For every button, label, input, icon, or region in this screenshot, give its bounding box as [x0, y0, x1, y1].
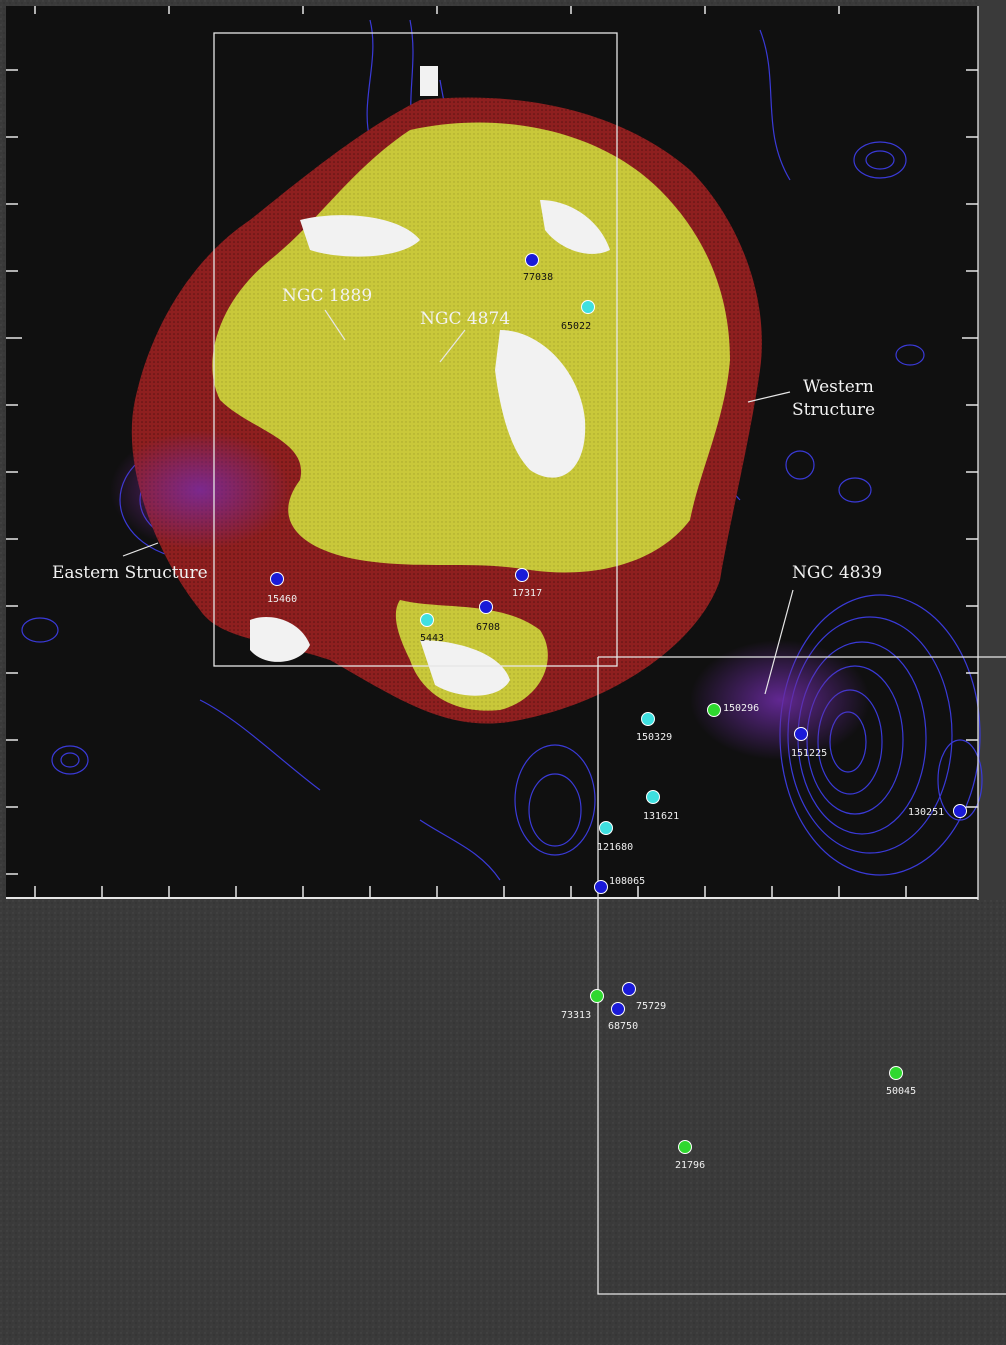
galaxy-dot: [953, 804, 967, 818]
galaxy-id: 21796: [675, 1160, 705, 1171]
galaxy-id: 50045: [886, 1086, 916, 1097]
label-western-structure-2: Structure: [792, 400, 875, 420]
galaxy-dot: [641, 712, 655, 726]
galaxy-id: 17317: [512, 588, 542, 599]
galaxy-dot: [590, 989, 604, 1003]
galaxy-markers: [270, 253, 967, 1154]
label-ngc4874: NGC 4874: [420, 309, 510, 329]
galaxy-id-labels: 77038 65022 15460 17317 5443 6708 150296…: [267, 272, 944, 1171]
galaxy-dot: [270, 572, 284, 586]
galaxy-dot: [678, 1140, 692, 1154]
galaxy-id: 15460: [267, 594, 297, 605]
leader-lines: [122, 309, 794, 695]
galaxy-id: 65022: [561, 321, 591, 332]
galaxy-dot: [622, 982, 636, 996]
galaxy-dot: [646, 790, 660, 804]
galaxy-id: 151225: [791, 748, 827, 759]
right-margin-strip: [978, 0, 1006, 900]
label-eastern-structure: Eastern Structure: [52, 563, 208, 583]
galaxy-dot: [581, 300, 595, 314]
galaxy-id: 108065: [609, 876, 645, 887]
map-frames: [6, 6, 1006, 1295]
axis-ticks: [6, 6, 978, 898]
galaxy-dot: [420, 613, 434, 627]
galaxy-dot: [515, 568, 529, 582]
galaxy-dot: [707, 703, 721, 717]
label-western-structure-1: Western: [803, 377, 874, 397]
galaxy-id: 150296: [723, 703, 759, 714]
galaxy-id: 121680: [597, 842, 633, 853]
galaxy-id: 77038: [523, 272, 553, 283]
galaxy-dot: [889, 1066, 903, 1080]
label-ngc1889: NGC 1889: [282, 286, 372, 306]
xray-emission: [110, 66, 870, 760]
galaxy-dot: [525, 253, 539, 267]
galaxy-id: 73313: [561, 1010, 591, 1021]
galaxy-id: 131621: [643, 811, 679, 822]
galaxy-dot: [599, 821, 613, 835]
galaxy-id: 6708: [476, 622, 500, 633]
galaxy-id: 5443: [420, 633, 444, 644]
structure-labels: NGC 1889 NGC 4874 Western Structure East…: [52, 286, 882, 583]
galaxy-id: 75729: [636, 1001, 666, 1012]
galaxy-id: 130251: [908, 807, 944, 818]
galaxy-id: 150329: [636, 732, 672, 743]
label-ngc4839: NGC 4839: [792, 563, 882, 583]
galaxy-dot: [611, 1002, 625, 1016]
galaxy-dot: [794, 727, 808, 741]
galaxy-dot: [479, 600, 493, 614]
galaxy-id: 68750: [608, 1021, 638, 1032]
galaxy-dot: [594, 880, 608, 894]
